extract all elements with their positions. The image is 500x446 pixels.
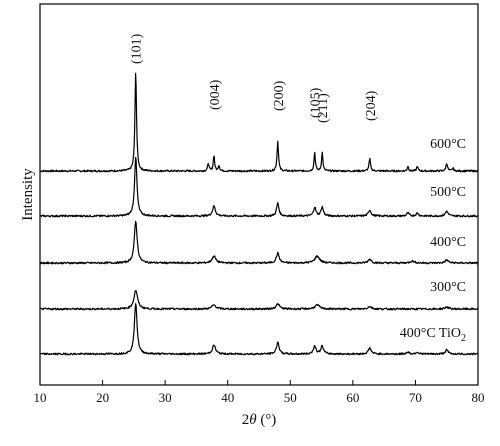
series-label-subscript: 2 [461,333,466,344]
x-tick-label: 40 [221,390,234,405]
peak-label: (204) [364,90,379,121]
series-label: 400°C [430,235,466,250]
x-tick-label: 50 [284,390,297,405]
x-axis-label-unit: (°) [257,412,277,428]
x-tick-label: 10 [34,390,47,405]
series-label-text: 500°C [430,185,466,200]
series-label-text: 400°C [430,235,466,250]
x-axis-label-prefix: 2 [242,412,250,428]
series-label: 600°C [430,137,466,152]
x-tick-label: 30 [159,390,172,405]
series-line [39,156,479,218]
peak-label: (211) [316,93,331,123]
series-label-text: 300°C [430,280,466,295]
series-layer [39,72,479,356]
series-line [39,72,479,173]
series-label: 300°C [430,280,466,295]
series-label: 500°C [430,185,466,200]
x-tick-label: 80 [472,390,485,405]
plot-frame [39,3,479,386]
series-line [39,290,479,311]
labels-layer: 600°C 500°C 400°C 300°C 400°C TiO2 (101) (004)… [130,33,466,344]
x-axis-label-symbol: θ [249,412,257,428]
series-label-text: 400°C TiO [400,326,461,341]
y-axis-label: Intensity [20,168,36,221]
series-line [39,303,479,356]
ticks-layer: 10 20 30 40 50 60 70 80 [34,380,485,405]
series-line [39,220,479,265]
x-tick-label: 70 [409,390,422,405]
peak-label: (200) [272,80,287,111]
x-tick-label: 20 [96,390,109,405]
x-tick-label: 60 [346,390,359,405]
x-axis-label: 2θ (°) [242,412,277,428]
series-label: 400°C TiO2 [400,326,466,344]
series-label-text: 600°C [430,137,466,152]
peak-label: (105) [309,87,324,118]
peak-label: (101) [130,33,145,64]
peak-label: (004) [208,79,223,110]
